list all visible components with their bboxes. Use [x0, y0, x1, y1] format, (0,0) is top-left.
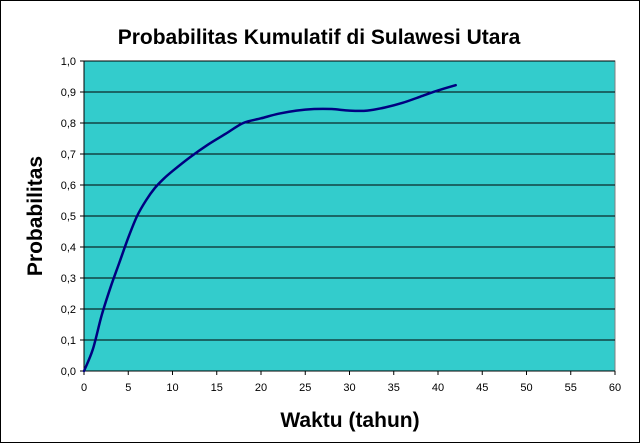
y-tick-label: 0,9 [61, 87, 76, 99]
x-tick-label: 25 [299, 382, 311, 394]
chart-title: Probabilitas Kumulatif di Sulawesi Utara [118, 26, 521, 49]
x-tick-label: 50 [520, 382, 532, 394]
x-tick-label: 15 [211, 382, 223, 394]
gridlines [84, 60, 615, 341]
x-tick-label: 5 [125, 382, 131, 394]
y-tick-label: 0,2 [61, 304, 76, 316]
y-tick-label: 1,0 [61, 56, 76, 68]
y-tick-label: 0,8 [61, 118, 76, 130]
y-axis-label: Probabilitas [24, 156, 47, 276]
y-tick-label: 0,3 [61, 273, 76, 285]
y-tick-label: 0,5 [61, 211, 76, 223]
y-tick-label: 0,6 [61, 180, 76, 192]
x-tick-labels: 0 5 10 15 20 25 30 35 40 45 50 55 60 [81, 382, 621, 394]
x-tick-label: 55 [565, 382, 577, 394]
series-line [82, 83, 457, 373]
y-tick-label: 0,4 [61, 242, 76, 254]
y-tick-label: 0,7 [61, 149, 76, 161]
x-tick-label: 0 [81, 382, 87, 394]
series-layer [82, 83, 457, 373]
y-tick-label: 0,0 [61, 366, 76, 378]
x-tick-label: 45 [476, 382, 488, 394]
x-tick-label: 20 [255, 382, 267, 394]
x-tick-label: 40 [432, 382, 444, 394]
x-tick-label: 35 [388, 382, 400, 394]
y-tick-labels: 0,0 0,1 0,2 0,3 0,4 0,5 0,6 0,7 0,8 0,9 1,0 [61, 56, 76, 378]
y-tick-label: 0,1 [61, 335, 76, 347]
x-tick-label: 60 [609, 382, 621, 394]
x-tick-label: 10 [166, 382, 178, 394]
x-axis-label: Waktu (tahun) [280, 409, 419, 432]
axes [80, 60, 616, 375]
x-tick-label: 30 [343, 382, 355, 394]
